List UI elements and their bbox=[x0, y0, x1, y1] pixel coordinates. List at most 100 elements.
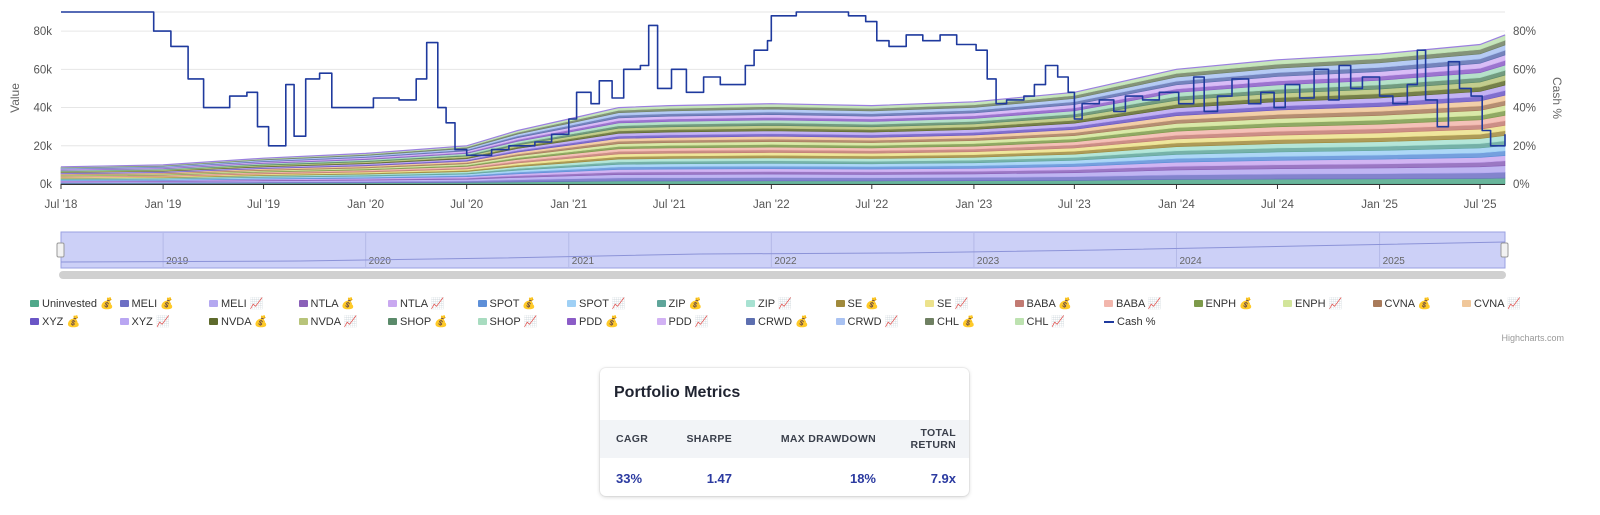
x-tick-label: Jan '24 bbox=[1158, 199, 1195, 211]
x-tick-label: Jul '22 bbox=[855, 199, 888, 211]
navigator-year-label: 2021 bbox=[572, 256, 595, 267]
legend-label: CHL 💰 bbox=[937, 316, 976, 328]
legend-color-swatch bbox=[1462, 300, 1471, 307]
legend-label: PDD 📈 bbox=[668, 316, 709, 328]
legend-item[interactable]: CHL 💰 bbox=[925, 314, 1015, 329]
legend-label: SHOP 💰 bbox=[400, 316, 448, 328]
chart-legend: Uninvested 💰 MELI 💰 MELI 📈 NTLA 💰 NTLA 📈 SPOT… bbox=[30, 296, 1570, 329]
legend-color-swatch bbox=[388, 318, 397, 325]
legend-item[interactable]: PDD 📈 bbox=[656, 314, 747, 329]
legend-label: ZIP 💰 bbox=[668, 298, 703, 310]
y-right-tick-label: 0% bbox=[1513, 179, 1530, 191]
x-tick-label: Jan '22 bbox=[753, 199, 790, 211]
legend-label: SE 💰 bbox=[847, 298, 879, 310]
legend-color-swatch bbox=[477, 300, 487, 307]
legend-color-swatch bbox=[835, 300, 845, 307]
legend-color-swatch bbox=[746, 300, 755, 307]
navigator-scrollbar[interactable] bbox=[59, 271, 1506, 279]
legend-item[interactable]: ENPH 💰 bbox=[1193, 296, 1284, 311]
x-tick-label: Jul '25 bbox=[1464, 199, 1497, 211]
legend-item[interactable]: NTLA 💰 bbox=[298, 296, 389, 311]
legend-label: CVNA 📈 bbox=[1474, 298, 1521, 310]
navigator-handle-left[interactable] bbox=[56, 242, 65, 258]
legend-item[interactable]: MELI 💰 bbox=[119, 296, 210, 311]
legend-label: SPOT 📈 bbox=[579, 298, 626, 310]
legend-item[interactable]: BABA 💰 bbox=[1014, 296, 1105, 311]
legend-item[interactable]: NTLA 📈 bbox=[388, 296, 478, 311]
legend-color-swatch bbox=[925, 300, 934, 307]
legend-item[interactable]: CRWD 📈 bbox=[835, 314, 926, 329]
legend-color-swatch bbox=[746, 318, 755, 325]
legend-color-swatch bbox=[298, 300, 308, 307]
navigator-year-label: 2020 bbox=[369, 256, 392, 267]
legend-label: NVDA 📈 bbox=[310, 316, 358, 328]
range-navigator[interactable]: 2019 2020 2021 2022 2023 2024 2025 bbox=[56, 231, 1509, 279]
cash-line bbox=[61, 11, 1506, 157]
legend-item[interactable]: ZIP 📈 bbox=[746, 296, 836, 311]
legend-item[interactable]: Uninvested 💰 bbox=[30, 296, 120, 311]
y-left-tick-label: 40k bbox=[33, 103, 52, 115]
sharpe-value: 1.47 bbox=[706, 470, 732, 486]
navigator-handle-right[interactable] bbox=[1500, 242, 1509, 258]
legend-item[interactable]: ENPH 📈 bbox=[1283, 296, 1373, 311]
legend-label: ENPH 📈 bbox=[1295, 298, 1343, 310]
x-tick-label: Jul '19 bbox=[247, 199, 280, 211]
legend-item[interactable]: BABA 📈 bbox=[1104, 296, 1194, 311]
legend-color-swatch bbox=[1014, 318, 1024, 325]
legend-line-swatch bbox=[1104, 320, 1114, 323]
legend-item[interactable]: CHL 📈 bbox=[1014, 314, 1105, 329]
legend-color-swatch bbox=[30, 300, 39, 307]
max-drawdown-header: MAX DRAWDOWN bbox=[780, 433, 876, 445]
metrics-value-row: 33% 1.47 18% 7.9x bbox=[600, 458, 969, 496]
x-tick-label: Jul '21 bbox=[653, 199, 686, 211]
total-return-value: 7.9x bbox=[930, 470, 956, 486]
legend-item[interactable]: SPOT 💰 bbox=[477, 296, 568, 311]
legend-label: MELI 💰 bbox=[131, 298, 174, 310]
navigator-year-label: 2022 bbox=[774, 256, 797, 267]
navigator-year-label: 2025 bbox=[1383, 256, 1406, 267]
legend-label: ENPH 💰 bbox=[1205, 298, 1253, 310]
legend-item[interactable]: MELI 📈 bbox=[209, 296, 299, 311]
cash-pct-line bbox=[61, 11, 1506, 157]
y-left-tick-label: 20k bbox=[33, 141, 52, 153]
legend-item[interactable]: CRWD 💰 bbox=[746, 314, 836, 329]
x-tick-label: Jul '23 bbox=[1058, 199, 1091, 211]
legend-item[interactable]: XYZ 💰 bbox=[30, 314, 120, 329]
legend-item[interactable]: SE 📈 bbox=[925, 296, 1015, 311]
highcharts-credits[interactable]: Highcharts.com bbox=[1501, 333, 1564, 343]
legend-color-swatch bbox=[388, 300, 397, 307]
legend-label: NTLA 💰 bbox=[310, 298, 355, 310]
legend-color-swatch bbox=[298, 318, 308, 325]
legend-item[interactable]: CVNA 💰 bbox=[1372, 296, 1463, 311]
sharpe-header: SHARPE bbox=[686, 433, 732, 445]
legend-item[interactable]: SHOP 📈 bbox=[477, 314, 568, 329]
legend-item[interactable]: SE 💰 bbox=[835, 296, 926, 311]
legend-label: NTLA 📈 bbox=[400, 298, 445, 310]
legend-label: CRWD 📈 bbox=[847, 316, 899, 328]
legend-label: SE 📈 bbox=[937, 298, 969, 310]
legend-label: MELI 📈 bbox=[221, 298, 264, 310]
legend-item[interactable]: Cash % bbox=[1104, 314, 1194, 329]
legend-item[interactable]: NVDA 💰 bbox=[209, 314, 299, 329]
x-tick-label: Jan '21 bbox=[550, 199, 587, 211]
legend-label: SHOP 📈 bbox=[489, 316, 538, 328]
legend-color-swatch bbox=[567, 318, 576, 325]
x-tick-label: Jan '25 bbox=[1361, 199, 1398, 211]
legend-item[interactable]: PDD 💰 bbox=[567, 314, 657, 329]
portfolio-metrics-card: Portfolio Metrics CAGR SHARPE MAX DRAWDO… bbox=[600, 368, 969, 496]
legend-item[interactable]: ZIP 💰 bbox=[656, 296, 747, 311]
legend-item[interactable]: SHOP 💰 bbox=[388, 314, 478, 329]
legend-color-swatch bbox=[1104, 300, 1113, 307]
cagr-header: CAGR bbox=[616, 433, 649, 445]
legend-item[interactable]: XYZ 📈 bbox=[119, 314, 210, 329]
stacked-areas bbox=[60, 34, 1506, 185]
y-left-tick-label: 80k bbox=[33, 26, 52, 38]
y-left-tick-label: 0k bbox=[40, 179, 52, 191]
portfolio-chart: Jul '18 Jan '19 Jul '19 Jan '20 Jul '20 Jan '… bbox=[8, 11, 1564, 279]
total-return-header: TOTAL RETURN bbox=[910, 427, 956, 451]
legend-item[interactable]: CVNA 📈 bbox=[1462, 296, 1552, 311]
y-axis-right: 0% 20% 40% 60% 80% Cash % bbox=[1513, 26, 1564, 191]
legend-item[interactable]: SPOT 📈 bbox=[567, 296, 657, 311]
legend-color-swatch bbox=[1193, 300, 1203, 307]
legend-item[interactable]: NVDA 📈 bbox=[298, 314, 389, 329]
